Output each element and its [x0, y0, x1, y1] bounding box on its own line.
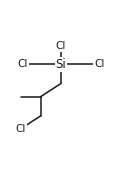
Text: Cl: Cl [56, 41, 66, 51]
Text: Cl: Cl [17, 59, 28, 69]
Text: Cl: Cl [94, 59, 105, 69]
Text: Si: Si [56, 58, 66, 71]
Text: Cl: Cl [15, 124, 26, 134]
